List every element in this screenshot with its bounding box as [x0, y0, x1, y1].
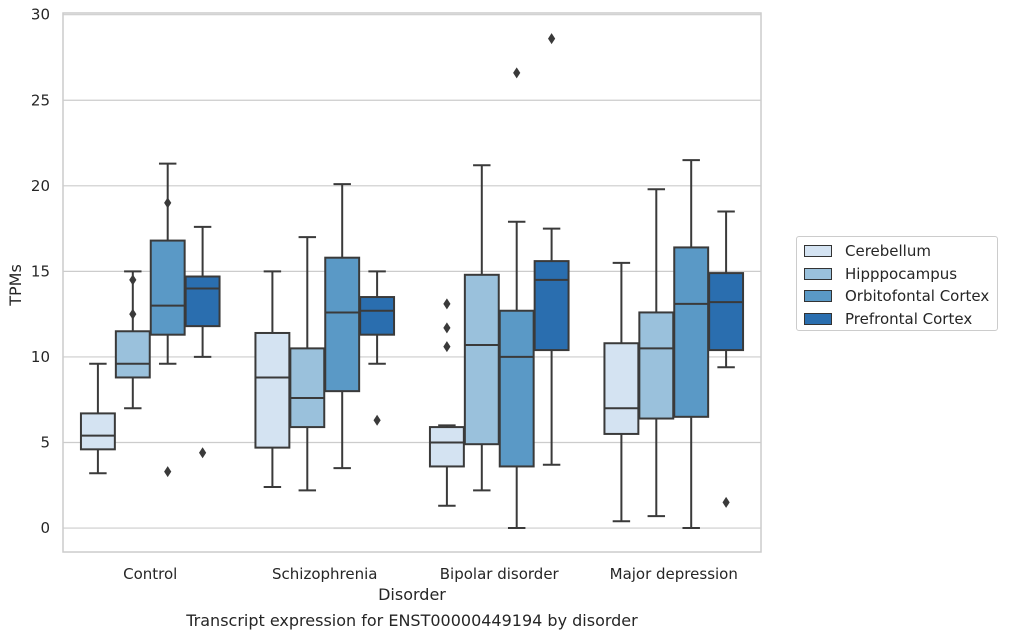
box-1-0 — [114, 270, 151, 410]
y-tick-label: 5 — [40, 433, 50, 451]
y-tick-label: 30 — [31, 6, 50, 24]
box-3-2 — [533, 33, 570, 466]
box-iqr — [708, 272, 745, 352]
outlier-point — [443, 341, 451, 353]
box-1-1 — [289, 236, 326, 492]
y-tick-label: 0 — [40, 519, 50, 537]
box-iqr — [428, 426, 465, 468]
y-axis-label: TPMs — [6, 264, 25, 307]
outlier-point — [164, 197, 172, 209]
box-1-3 — [638, 188, 675, 518]
box-2-0 — [149, 162, 186, 478]
legend: Cerebellum Hipppocampus Orbitofontal Corte… — [796, 236, 998, 331]
chart-title: Transcript expression for ENST0000044919… — [185, 611, 638, 630]
box-iqr — [79, 412, 116, 451]
x-axis-label: Disorder — [378, 585, 446, 604]
box-0-3 — [603, 261, 640, 523]
plot-frame — [62, 12, 762, 553]
box-3-3 — [708, 210, 745, 508]
box-iqr — [673, 246, 710, 418]
box-layer — [79, 33, 745, 530]
x-tick-label: Schizophrenia — [272, 565, 377, 583]
legend-label: Hipppocampus — [845, 264, 958, 283]
legend-label: Cerebellum — [845, 242, 931, 260]
legend-label: Orbitofontal Cortex — [845, 287, 990, 305]
outlier-point — [513, 67, 521, 79]
legend-swatch — [804, 245, 832, 257]
box-0-1 — [254, 270, 291, 488]
outlier-point — [164, 466, 172, 478]
box-iqr — [254, 331, 291, 449]
outlier-point — [548, 33, 556, 45]
box-iqr — [638, 311, 675, 420]
outlier-point — [199, 447, 207, 459]
legend-swatch — [804, 312, 832, 325]
legend-label: Prefrontal Cortex — [845, 309, 973, 328]
box-2-1 — [324, 183, 361, 470]
box-2-2 — [498, 67, 535, 530]
box-iqr — [359, 296, 396, 336]
box-iqr — [498, 309, 535, 468]
box-1-2 — [463, 164, 500, 492]
legend-swatch — [804, 267, 832, 280]
outlier-point — [129, 274, 137, 286]
box-3-1 — [359, 270, 396, 426]
x-tick-label: Control — [123, 565, 177, 583]
y-tick-label: 25 — [31, 91, 50, 109]
box-0-0 — [79, 362, 116, 475]
box-iqr — [324, 256, 361, 393]
outlier-point — [373, 414, 381, 426]
x-tick-label: Major depression — [610, 565, 738, 583]
box-iqr — [184, 275, 221, 328]
outlier-point — [129, 308, 137, 320]
box-iqr — [114, 330, 151, 379]
legend-item: Cerebellum — [804, 241, 931, 261]
outlier-point — [722, 496, 730, 508]
outlier-point — [443, 322, 451, 334]
legend-item: Orbitofontal Cortex — [804, 286, 989, 306]
outlier-point — [443, 298, 451, 310]
box-iqr — [603, 342, 640, 435]
box-3-0 — [184, 225, 221, 459]
legend-swatch — [804, 290, 832, 302]
box-iqr — [463, 273, 500, 446]
y-tick-label: 10 — [31, 348, 50, 366]
y-tick-label: 15 — [31, 262, 50, 280]
box-iqr — [533, 260, 570, 352]
y-tick-label: 20 — [31, 177, 50, 195]
box-iqr — [289, 347, 326, 429]
box-2-3 — [673, 159, 710, 530]
box-0-2 — [428, 298, 465, 507]
legend-item: Hipppocampus — [804, 264, 957, 284]
x-tick-label: Bipolar disorder — [440, 565, 560, 583]
box-iqr — [149, 239, 186, 336]
legend-item: Prefrontal Cortex — [804, 309, 972, 329]
tick-layer: 0 5 10 15 20 25 30 Control Schizophrenia Bipolar … — [31, 6, 738, 583]
